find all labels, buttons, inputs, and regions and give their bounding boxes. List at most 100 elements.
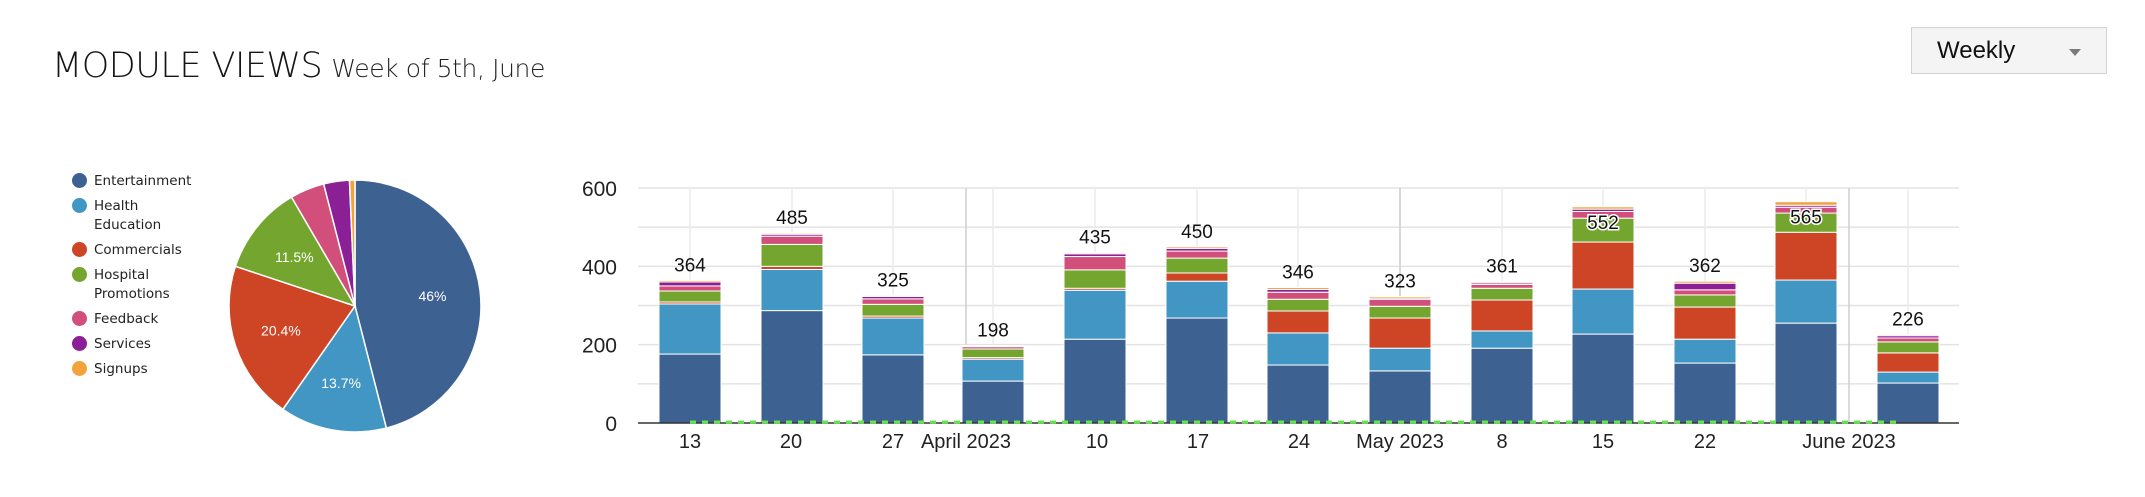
legend-item[interactable]: Hospital Promotions bbox=[72, 266, 202, 304]
bar-segment[interactable] bbox=[1063, 269, 1127, 289]
pie-slice[interactable] bbox=[228, 265, 357, 411]
bar-segment[interactable] bbox=[1063, 256, 1127, 271]
bar-segment[interactable] bbox=[1266, 332, 1330, 366]
stacked-bar[interactable] bbox=[1266, 286, 1330, 424]
legend-item[interactable]: Feedback bbox=[72, 310, 202, 329]
bar-segment[interactable] bbox=[1368, 298, 1432, 307]
bar-segment[interactable] bbox=[1571, 241, 1635, 290]
bar-segment[interactable] bbox=[1876, 352, 1940, 373]
bar-segment[interactable] bbox=[861, 303, 925, 317]
bar-segment[interactable] bbox=[1368, 305, 1432, 319]
bar-segment[interactable] bbox=[1368, 317, 1432, 349]
stacked-bar[interactable] bbox=[1165, 246, 1229, 424]
bar-segment[interactable] bbox=[1470, 330, 1534, 349]
stacked-bar[interactable] bbox=[1470, 281, 1534, 424]
bar-segment[interactable] bbox=[1165, 272, 1229, 282]
bar-segment[interactable] bbox=[961, 380, 1025, 424]
bar-segment[interactable] bbox=[1470, 287, 1534, 301]
bar-segment[interactable] bbox=[1063, 338, 1127, 424]
bar-segment[interactable] bbox=[1165, 280, 1229, 319]
y-tick-label: 200 bbox=[582, 335, 617, 358]
bar-segment[interactable] bbox=[658, 281, 722, 287]
stacked-bar[interactable] bbox=[658, 279, 722, 424]
bar-segment[interactable] bbox=[1266, 364, 1330, 424]
bar-segment[interactable] bbox=[1470, 347, 1534, 424]
bar-segment[interactable] bbox=[961, 358, 1025, 382]
stacked-bar[interactable] bbox=[1673, 280, 1737, 424]
bar-segment[interactable] bbox=[658, 285, 722, 292]
bar-segment[interactable] bbox=[961, 348, 1025, 359]
bar-segment[interactable] bbox=[760, 268, 824, 312]
bar-segment[interactable] bbox=[1673, 362, 1737, 424]
pie-slice[interactable] bbox=[348, 179, 356, 307]
bar-segment[interactable] bbox=[1266, 286, 1330, 290]
bar-segment[interactable] bbox=[1063, 289, 1127, 340]
stacked-bar[interactable] bbox=[1876, 333, 1940, 424]
x-tick-label: 13 bbox=[679, 431, 701, 453]
stacked-bar[interactable] bbox=[1571, 206, 1635, 424]
bar-segment[interactable] bbox=[1571, 333, 1635, 424]
bar-segment[interactable] bbox=[658, 303, 722, 355]
pie-slice[interactable] bbox=[234, 196, 357, 308]
bar-segment[interactable] bbox=[1774, 201, 1838, 206]
bar-segment[interactable] bbox=[1063, 252, 1127, 255]
bar-segment[interactable] bbox=[760, 243, 824, 267]
bar-segment[interactable] bbox=[1470, 281, 1534, 284]
bar-segment[interactable] bbox=[1673, 280, 1737, 284]
bar-segment[interactable] bbox=[1368, 295, 1432, 299]
bar-segment[interactable] bbox=[1673, 338, 1737, 364]
bar-segment[interactable] bbox=[1470, 283, 1534, 289]
bar-segment[interactable] bbox=[1266, 310, 1330, 334]
legend-item[interactable]: Health Education bbox=[72, 197, 202, 235]
bar-segment[interactable] bbox=[1571, 206, 1635, 210]
bar-segment[interactable] bbox=[760, 232, 824, 235]
bar-segment[interactable] bbox=[1774, 231, 1838, 281]
bar-segment[interactable] bbox=[1368, 370, 1432, 424]
bar-segment[interactable] bbox=[861, 317, 925, 356]
bar-segment[interactable] bbox=[1774, 279, 1838, 324]
bar-segment[interactable] bbox=[1673, 289, 1737, 296]
bar-segment[interactable] bbox=[1673, 282, 1737, 291]
bar-segment[interactable] bbox=[1673, 294, 1737, 308]
bar-segment[interactable] bbox=[760, 235, 824, 245]
stacked-bar[interactable] bbox=[861, 295, 925, 424]
bar-segment[interactable] bbox=[1876, 333, 1940, 337]
bar-segment[interactable] bbox=[1876, 341, 1940, 354]
bar-segment[interactable] bbox=[760, 310, 824, 424]
bar-segment[interactable] bbox=[658, 353, 722, 424]
legend-item[interactable]: Commercials bbox=[72, 241, 202, 260]
bar-segment[interactable] bbox=[1673, 306, 1737, 340]
stacked-bar[interactable] bbox=[1774, 201, 1838, 424]
legend-item[interactable]: Entertainment bbox=[72, 172, 202, 191]
bar-total-label: 198 bbox=[977, 320, 1009, 341]
bar-segment[interactable] bbox=[1876, 371, 1940, 384]
pie-slice[interactable] bbox=[281, 304, 388, 433]
bar-segment[interactable] bbox=[861, 295, 925, 297]
bar-segment[interactable] bbox=[1774, 322, 1838, 424]
bar-segment[interactable] bbox=[861, 298, 925, 305]
legend-item[interactable]: Services bbox=[72, 335, 202, 354]
legend-item[interactable]: Signups bbox=[72, 360, 202, 379]
bar-segment[interactable] bbox=[1368, 347, 1432, 372]
bar-segment[interactable] bbox=[1266, 291, 1330, 300]
bar-segment[interactable] bbox=[961, 344, 1025, 347]
period-select[interactable]: Weekly bbox=[1911, 27, 2107, 74]
bar-segment[interactable] bbox=[1165, 250, 1229, 259]
pie-slice[interactable] bbox=[354, 179, 482, 429]
legend-marker-icon bbox=[72, 311, 87, 326]
stacked-bar[interactable] bbox=[1368, 295, 1432, 424]
bar-segment[interactable] bbox=[658, 279, 722, 283]
bar-segment[interactable] bbox=[1876, 382, 1940, 424]
stacked-bar[interactable] bbox=[1063, 252, 1127, 424]
bar-segment[interactable] bbox=[1165, 317, 1229, 424]
bar-segment[interactable] bbox=[1165, 246, 1229, 249]
bar-segment[interactable] bbox=[1165, 257, 1229, 274]
bar-segment[interactable] bbox=[1876, 337, 1940, 343]
bar-segment[interactable] bbox=[1266, 298, 1330, 312]
bar-segment[interactable] bbox=[658, 290, 722, 303]
bar-segment[interactable] bbox=[1571, 288, 1635, 335]
stacked-bar[interactable] bbox=[961, 344, 1025, 424]
bar-segment[interactable] bbox=[1470, 299, 1534, 332]
bar-segment[interactable] bbox=[861, 354, 925, 424]
stacked-bar[interactable] bbox=[760, 232, 824, 424]
